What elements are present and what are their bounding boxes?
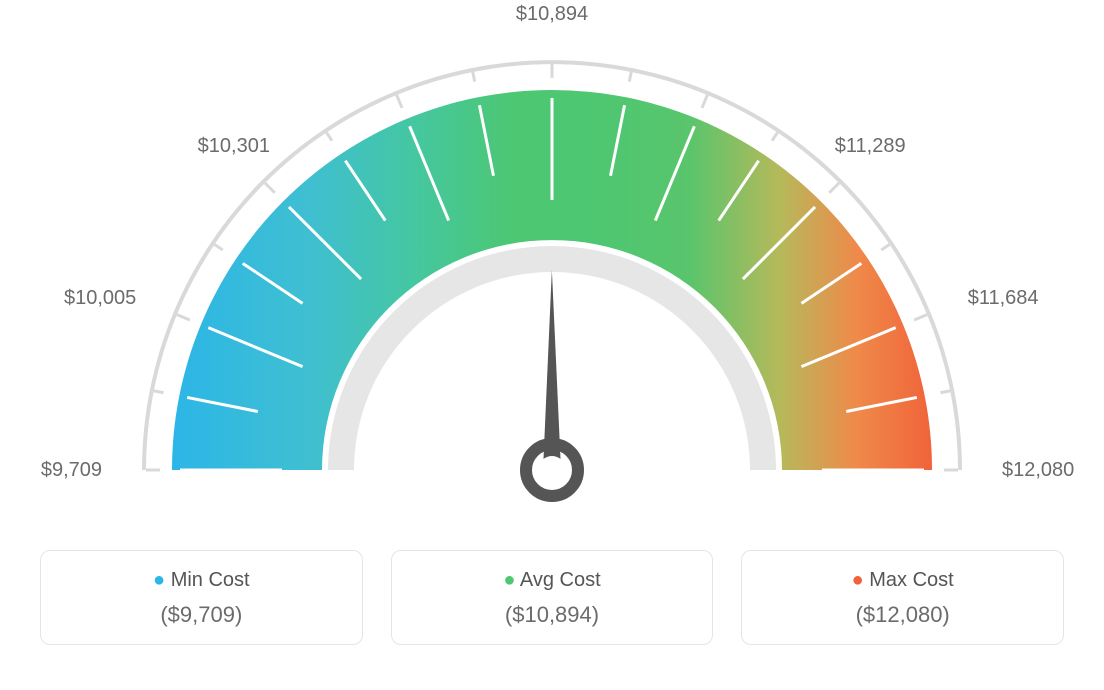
legend-title-min: ● Min Cost xyxy=(51,569,352,592)
legend-title-avg: ● Avg Cost xyxy=(402,569,703,592)
legend-card-avg: ● Avg Cost ($10,894) xyxy=(391,550,714,645)
legend-value-min: ($9,709) xyxy=(51,602,352,628)
gauge-chart: $9,709 $10,005 $10,301 $10,894 $11,289 $11,68… xyxy=(0,0,1104,540)
bullet-icon: ● xyxy=(503,569,515,591)
legend-row: ● Min Cost ($9,709) ● Avg Cost ($10,894)… xyxy=(0,550,1104,645)
svg-text:$9,709: $9,709 xyxy=(41,459,102,481)
legend-value-avg: ($10,894) xyxy=(402,602,703,628)
legend-label: Avg Cost xyxy=(520,569,601,591)
svg-text:$10,301: $10,301 xyxy=(198,135,270,157)
svg-text:$12,080: $12,080 xyxy=(1002,459,1074,481)
gauge-svg: $9,709 $10,005 $10,301 $10,894 $11,289 $11,68… xyxy=(0,0,1104,540)
legend-card-min: ● Min Cost ($9,709) xyxy=(40,550,363,645)
legend-value-max: ($12,080) xyxy=(752,602,1053,628)
svg-text:$10,894: $10,894 xyxy=(516,3,588,25)
bullet-icon: ● xyxy=(852,569,864,591)
bullet-icon: ● xyxy=(153,569,165,591)
svg-text:$10,005: $10,005 xyxy=(64,287,136,309)
svg-text:$11,684: $11,684 xyxy=(968,287,1039,309)
legend-title-max: ● Max Cost xyxy=(752,569,1053,592)
legend-card-max: ● Max Cost ($12,080) xyxy=(741,550,1064,645)
legend-label: Min Cost xyxy=(171,569,250,591)
cost-gauge-widget: $9,709 $10,005 $10,301 $10,894 $11,289 $11,68… xyxy=(0,0,1104,690)
svg-text:$11,289: $11,289 xyxy=(835,135,906,157)
legend-label: Max Cost xyxy=(869,569,953,591)
